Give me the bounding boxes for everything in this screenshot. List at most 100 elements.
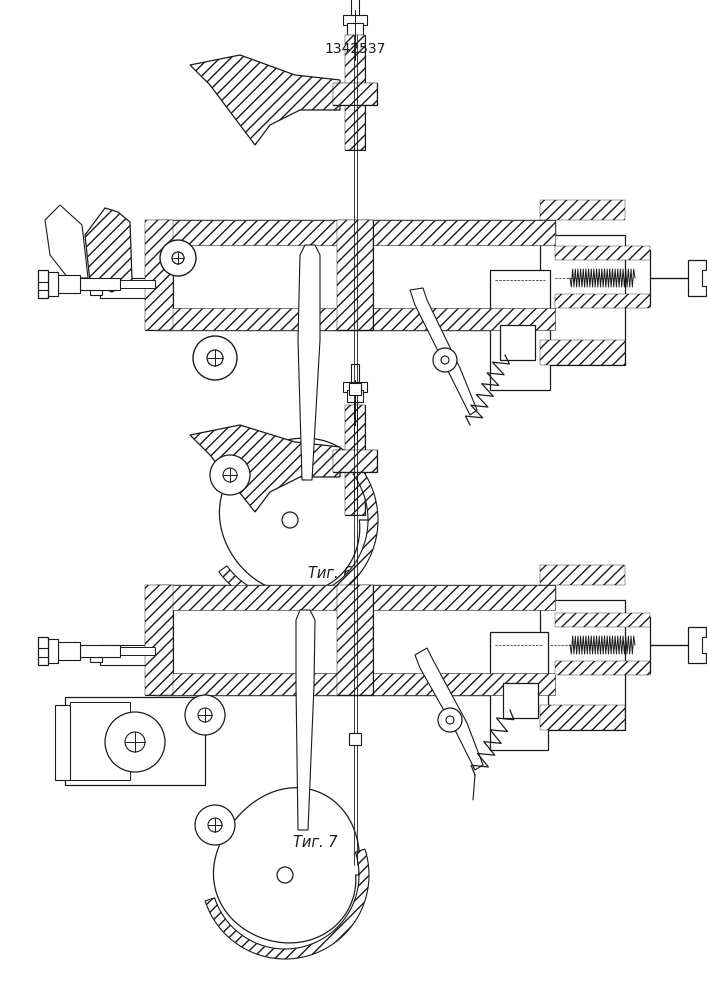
Bar	[145, 585, 173, 695]
Bar	[80, 278, 120, 290]
Bar	[155, 673, 555, 695]
Circle shape	[105, 712, 165, 772]
Bar	[333, 450, 377, 472]
Bar	[540, 340, 625, 365]
Bar	[155, 220, 555, 245]
Bar	[540, 565, 625, 585]
Circle shape	[207, 350, 223, 366]
Bar	[702, 270, 707, 286]
Circle shape	[208, 818, 222, 832]
Circle shape	[282, 512, 298, 528]
Bar	[343, 15, 367, 25]
Circle shape	[125, 732, 145, 752]
Circle shape	[193, 336, 237, 380]
Bar	[345, 405, 365, 515]
Polygon shape	[296, 610, 315, 830]
Bar	[555, 246, 650, 260]
Bar	[555, 661, 650, 675]
Circle shape	[198, 708, 212, 722]
Polygon shape	[190, 425, 340, 512]
Bar	[58, 642, 80, 660]
Bar	[145, 220, 173, 330]
Bar	[540, 705, 625, 730]
Bar	[155, 220, 555, 330]
Bar	[688, 627, 706, 663]
Bar	[337, 585, 373, 695]
Circle shape	[172, 252, 184, 264]
Circle shape	[185, 695, 225, 735]
Circle shape	[277, 867, 293, 883]
Bar	[38, 637, 48, 665]
Text: Τиг. 6: Τиг. 6	[308, 566, 352, 581]
Bar	[500, 325, 535, 360]
Circle shape	[160, 240, 196, 276]
Bar	[555, 294, 650, 308]
Circle shape	[210, 455, 250, 495]
Bar	[100, 278, 155, 298]
Circle shape	[446, 716, 454, 724]
Bar	[688, 260, 706, 296]
Polygon shape	[85, 208, 132, 292]
Bar	[555, 617, 650, 673]
Circle shape	[438, 708, 462, 732]
Bar	[333, 450, 377, 472]
Bar	[70, 702, 130, 780]
Polygon shape	[45, 205, 88, 278]
Circle shape	[223, 468, 237, 482]
Bar	[58, 275, 80, 293]
Bar	[337, 585, 373, 695]
Polygon shape	[218, 468, 378, 608]
Text: 1342537: 1342537	[325, 42, 386, 56]
Bar	[48, 639, 58, 663]
Polygon shape	[190, 55, 340, 145]
Polygon shape	[410, 288, 477, 415]
Bar	[65, 697, 205, 785]
Bar	[115, 280, 155, 288]
Bar	[145, 220, 173, 330]
Circle shape	[433, 348, 457, 372]
Polygon shape	[298, 245, 320, 480]
Bar	[347, 390, 363, 402]
Bar	[155, 585, 555, 695]
Bar	[337, 220, 373, 330]
Bar	[155, 308, 555, 330]
Bar	[503, 683, 538, 718]
Bar	[540, 235, 625, 365]
Polygon shape	[219, 438, 370, 593]
Bar	[555, 613, 650, 627]
Bar	[540, 200, 625, 220]
Bar	[55, 705, 70, 780]
Bar	[349, 733, 361, 745]
Polygon shape	[415, 648, 483, 770]
Polygon shape	[214, 788, 360, 943]
Circle shape	[441, 356, 449, 364]
Bar	[351, 364, 359, 382]
Bar	[490, 632, 548, 750]
Bar	[347, 23, 363, 35]
Bar	[333, 83, 377, 105]
Bar	[555, 250, 650, 306]
Bar	[490, 270, 550, 390]
Bar	[343, 382, 367, 392]
Bar	[345, 35, 365, 150]
Bar	[351, 0, 359, 15]
Bar	[90, 281, 102, 295]
Bar	[80, 645, 120, 657]
Bar	[100, 645, 155, 665]
Bar	[702, 637, 707, 653]
Text: Τиг. 7: Τиг. 7	[293, 835, 337, 850]
Bar	[48, 272, 58, 296]
Bar	[349, 383, 361, 395]
Polygon shape	[205, 849, 369, 959]
Bar	[333, 83, 377, 105]
Bar	[345, 405, 365, 515]
Bar	[38, 270, 48, 298]
Bar	[115, 647, 155, 655]
Bar	[345, 35, 365, 150]
Bar	[155, 585, 555, 610]
Bar	[145, 585, 173, 695]
Bar	[540, 600, 625, 730]
Bar	[337, 220, 373, 330]
Circle shape	[195, 805, 235, 845]
Bar	[90, 648, 102, 662]
